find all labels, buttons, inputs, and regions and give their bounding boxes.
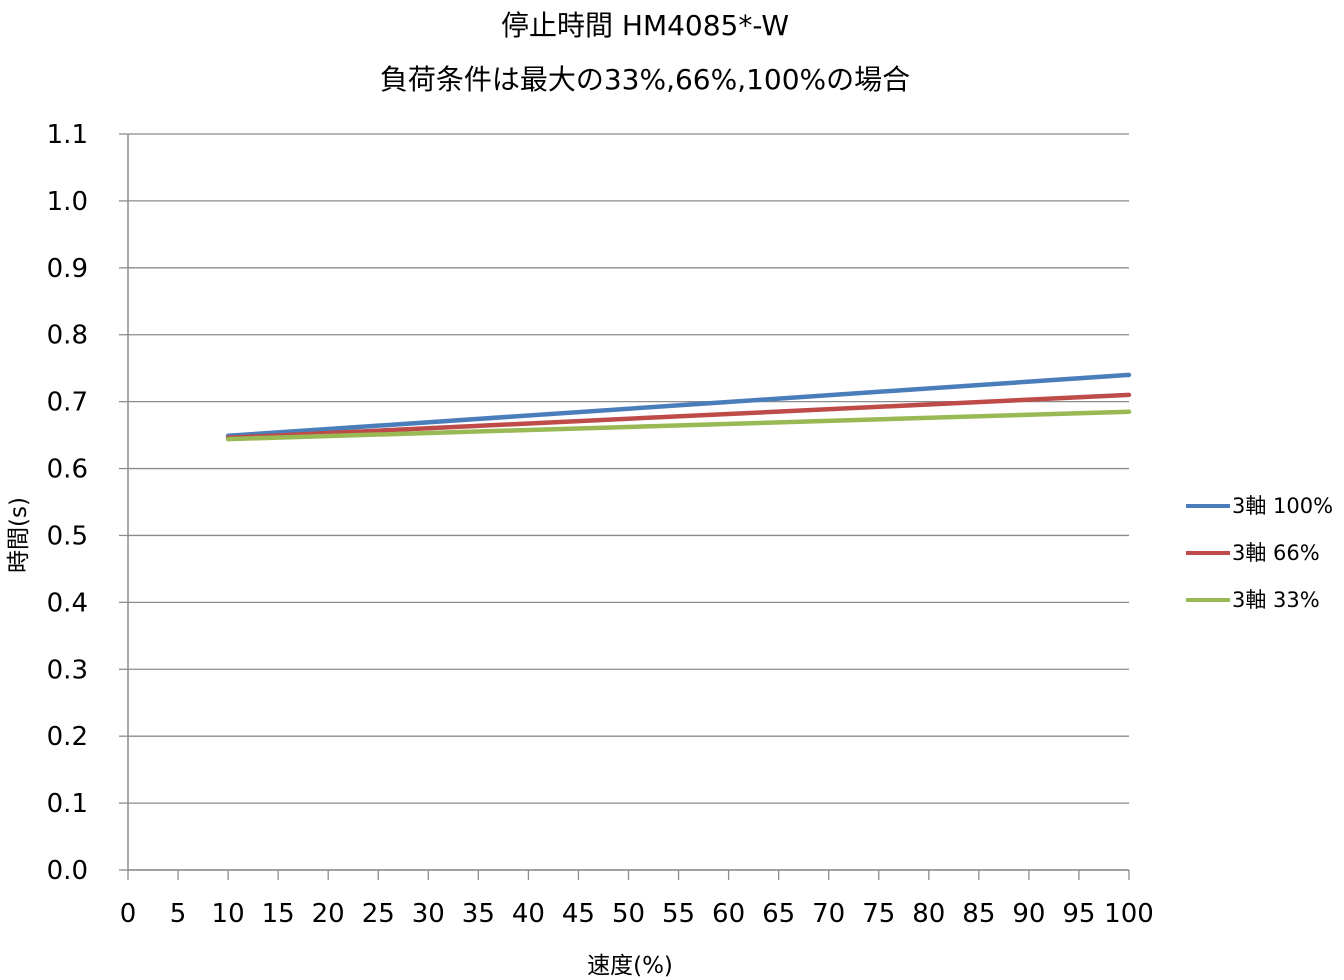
- x-tick-label: 95: [1062, 899, 1095, 929]
- x-tick-label: 25: [362, 899, 395, 929]
- series-line-2: [225, 392, 1132, 441]
- series-line-1: [225, 372, 1132, 439]
- x-tick-label: 15: [262, 899, 295, 929]
- y-tick-label: 0.2: [47, 722, 88, 752]
- legend-label: 3軸 66%: [1232, 541, 1320, 565]
- x-tick-label: 10: [212, 899, 245, 929]
- y-tick-label: 0.6: [47, 455, 88, 485]
- legend-label: 3軸 33%: [1232, 588, 1320, 612]
- y-tick-label: 1.0: [47, 187, 88, 217]
- legend-swatch: [1186, 551, 1230, 555]
- x-tick-label: 55: [662, 899, 695, 929]
- chart-title: 停止時間 HM4085*-W: [500, 9, 790, 42]
- y-tick-label: 0.9: [47, 254, 88, 284]
- y-tick-label: 0.3: [47, 655, 88, 685]
- y-tick-label: 0.7: [47, 388, 88, 418]
- x-tick-label: 100: [1104, 899, 1154, 929]
- y-tick-label: 0.8: [47, 321, 88, 351]
- x-tick-label: 35: [462, 899, 495, 929]
- x-tick-label: 90: [1012, 899, 1045, 929]
- y-tick-label: 0.0: [47, 856, 88, 886]
- series-line-3: [225, 409, 1132, 442]
- x-tick-label: 45: [562, 899, 595, 929]
- y-tick-label: 0.4: [47, 588, 88, 618]
- legend-swatch: [1186, 598, 1230, 602]
- x-tick-label: 65: [762, 899, 795, 929]
- legend-swatch: [1186, 504, 1230, 508]
- y-tick-label: 1.1: [47, 120, 88, 150]
- y-axis-label: 時間(s): [6, 497, 32, 573]
- x-tick-label: 20: [312, 899, 345, 929]
- x-tick-label: 5: [170, 899, 187, 929]
- y-tick-label: 0.1: [47, 789, 88, 819]
- x-tick-label: 60: [712, 899, 745, 929]
- x-tick-label: 30: [412, 899, 445, 929]
- y-tick-label: 0.5: [47, 521, 88, 551]
- x-tick-label: 0: [120, 899, 137, 929]
- x-tick-label: 40: [512, 899, 545, 929]
- x-tick-label: 50: [612, 899, 645, 929]
- legend-label: 3軸 100%: [1232, 494, 1334, 518]
- x-tick-label: 75: [862, 899, 895, 929]
- chart-subtitle: 負荷条件は最大の33%,66%,100%の場合: [379, 63, 911, 96]
- x-tick-label: 80: [912, 899, 945, 929]
- x-tick-label: 85: [962, 899, 995, 929]
- x-tick-label: 70: [812, 899, 845, 929]
